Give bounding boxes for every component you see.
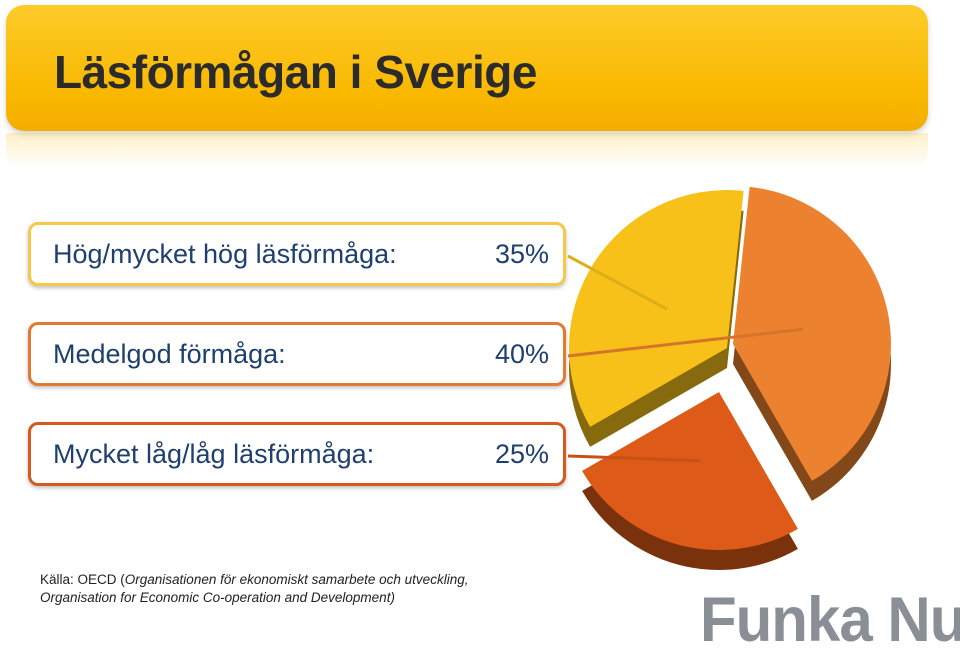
source-line-1: Källa: OECD (Organisationen för ekonomis…	[40, 571, 468, 589]
label-box-high: Hög/mycket hög läsförmåga: 35%	[28, 222, 566, 286]
slice-label-high: Hög/mycket hög läsförmåga:	[53, 239, 397, 269]
pie-tops	[569, 186, 891, 551]
banner-reflection	[6, 133, 928, 169]
page-title: Läsförmågan i Sverige	[54, 46, 537, 98]
slice-value-high: 35%	[494, 239, 549, 269]
slice-value-medium: 40%	[494, 339, 549, 369]
title-banner: Läsförmågan i Sverige	[6, 5, 928, 131]
funka-nu-logo: Funka Nu.	[700, 583, 960, 655]
source-prefix: Källa: OECD (	[40, 572, 125, 587]
pie-high-leader-line	[567, 254, 669, 311]
slice-label-low: Mycket låg/låg läsförmåga:	[53, 439, 375, 469]
label-box-low: Mycket låg/låg läsförmåga: 25%	[28, 422, 566, 486]
source-note: Källa: OECD (Organisationen för ekonomis…	[40, 571, 468, 607]
slice-label-medium: Medelgod förmåga:	[53, 339, 286, 369]
label-box-medium: Medelgod förmåga: 40%	[28, 322, 566, 386]
pie-high-slice	[569, 190, 744, 427]
source-org-swedish: Organisationen för ekonomiskt samarbete …	[124, 572, 469, 587]
slice-value-low: 25%	[494, 439, 549, 469]
logo-text: Funka Nu	[700, 584, 960, 655]
pie-medium-slice	[733, 186, 891, 481]
pie-medium-leader-line	[567, 327, 803, 358]
pie-leaders	[567, 254, 803, 463]
pie-low-slice	[582, 392, 798, 551]
source-org-english: Organisation for Economic Co-operation a…	[40, 590, 395, 605]
pie-low-leader-line	[567, 454, 701, 463]
